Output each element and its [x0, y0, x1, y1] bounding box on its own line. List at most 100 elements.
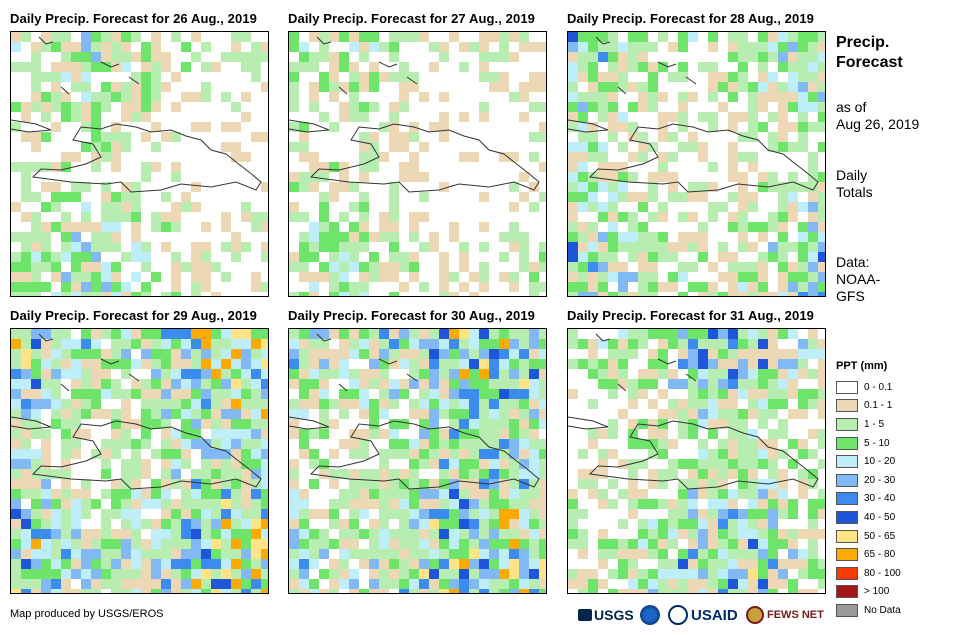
precip-cell — [608, 72, 618, 82]
precip-cell — [71, 489, 81, 499]
precip-cell — [708, 282, 718, 292]
precip-cell — [658, 162, 668, 172]
precip-cell — [419, 529, 429, 539]
sidebar-daily-line1: Daily — [836, 167, 868, 183]
precip-cell — [369, 519, 379, 529]
precip-cell — [21, 559, 31, 569]
precip-cell — [818, 529, 825, 539]
precip-cell — [818, 399, 825, 409]
precip-cell — [519, 242, 529, 252]
panel-title-1: Daily Precip. Forecast for 26 Aug., 2019 — [10, 11, 258, 26]
precip-cell — [778, 102, 788, 112]
precip-cell — [161, 489, 171, 499]
precip-cell — [678, 349, 688, 359]
precip-cell — [409, 369, 419, 379]
precip-cell — [618, 242, 628, 252]
precip-cell — [71, 232, 81, 242]
precip-cell — [289, 202, 299, 212]
precip-cell — [61, 92, 71, 102]
precip-cell — [758, 389, 768, 399]
precip-cell — [818, 569, 825, 579]
precip-cell — [11, 459, 21, 469]
precip-cell — [141, 459, 151, 469]
legend-item: 30 - 40 — [836, 490, 901, 509]
precip-cell — [748, 509, 758, 519]
precip-cell — [798, 262, 808, 272]
precip-cell — [758, 449, 768, 459]
precip-cell — [658, 349, 668, 359]
precip-cell — [718, 459, 728, 469]
precip-cell — [201, 122, 211, 132]
precip-cell — [319, 349, 329, 359]
precip-cell — [201, 569, 211, 579]
precip-cell — [469, 329, 479, 339]
precip-cell — [151, 339, 161, 349]
legend-label: No Data — [864, 604, 901, 616]
precip-cell — [439, 112, 449, 122]
precip-cell — [31, 349, 41, 359]
precip-cell — [628, 569, 638, 579]
precip-cell — [539, 519, 546, 529]
panel-title-3: Daily Precip. Forecast for 28 Aug., 2019 — [567, 11, 815, 26]
precip-cell — [61, 569, 71, 579]
precip-cell — [648, 292, 658, 296]
precip-cell — [598, 369, 608, 379]
precip-cell — [201, 469, 211, 479]
precip-cell — [111, 132, 121, 142]
precip-cell — [489, 509, 499, 519]
precip-cell — [758, 232, 768, 242]
precip-cell — [429, 122, 439, 132]
precip-cell — [519, 262, 529, 272]
precip-cell — [241, 399, 251, 409]
precip-cell — [768, 519, 778, 529]
precip-cell — [578, 339, 588, 349]
precip-cell — [111, 429, 121, 439]
precip-cell — [369, 142, 379, 152]
precip-cell — [91, 102, 101, 112]
precip-cell — [221, 529, 231, 539]
precip-cell — [539, 479, 546, 489]
precip-cell — [578, 469, 588, 479]
precip-cell — [299, 389, 309, 399]
precip-cell — [171, 359, 181, 369]
precip-cell — [339, 252, 349, 262]
precip-cell — [758, 62, 768, 72]
precip-cell — [449, 479, 459, 489]
precip-cell — [429, 439, 439, 449]
precip-cell — [91, 32, 101, 42]
precip-cell — [628, 329, 638, 339]
precip-cell — [329, 122, 339, 132]
precip-cell — [489, 429, 499, 439]
precip-cell — [359, 242, 369, 252]
precip-cell — [389, 499, 399, 509]
precip-cell — [161, 359, 171, 369]
precip-cell — [21, 192, 31, 202]
precip-cell — [91, 329, 101, 339]
precip-cell — [529, 202, 539, 212]
precip-cell — [768, 589, 778, 593]
precip-cell — [191, 339, 201, 349]
precip-cell — [251, 349, 261, 359]
precip-cell — [31, 549, 41, 559]
precip-cell — [161, 549, 171, 559]
precip-cell — [459, 559, 469, 569]
precip-cell — [31, 72, 41, 82]
precip-cell — [529, 42, 539, 52]
precip-cell — [798, 449, 808, 459]
precip-cell — [111, 389, 121, 399]
precip-cell — [608, 32, 618, 42]
precip-cell — [299, 262, 309, 272]
precip-cell — [31, 389, 41, 399]
precip-cell — [628, 192, 638, 202]
precip-cell — [469, 359, 479, 369]
precip-cell — [309, 389, 319, 399]
precip-cell — [329, 192, 339, 202]
precip-cell — [141, 589, 151, 593]
precip-cell — [449, 489, 459, 499]
precip-cell — [608, 349, 618, 359]
precip-cell — [171, 429, 181, 439]
precip-cell — [339, 32, 349, 42]
precip-cell — [708, 212, 718, 222]
precip-cell — [489, 549, 499, 559]
precip-cell — [539, 419, 546, 429]
